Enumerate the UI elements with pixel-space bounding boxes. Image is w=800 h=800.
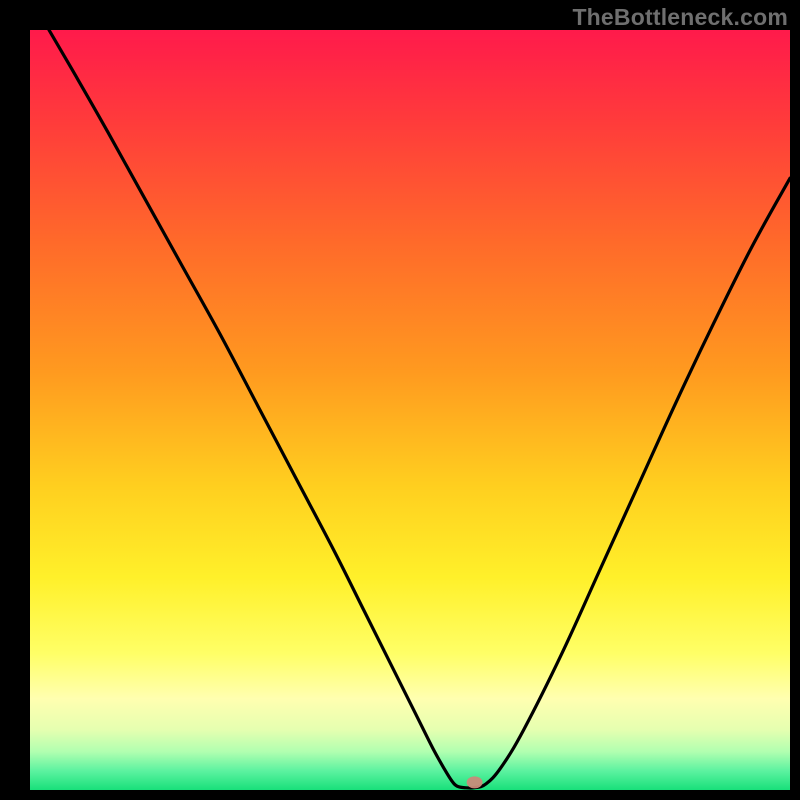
watermark-text: TheBottleneck.com	[572, 4, 788, 31]
chart-frame: TheBottleneck.com	[0, 0, 800, 800]
plot-area	[30, 30, 790, 790]
minimum-marker	[467, 776, 483, 788]
chart-background	[30, 30, 790, 790]
chart-svg	[30, 30, 790, 790]
